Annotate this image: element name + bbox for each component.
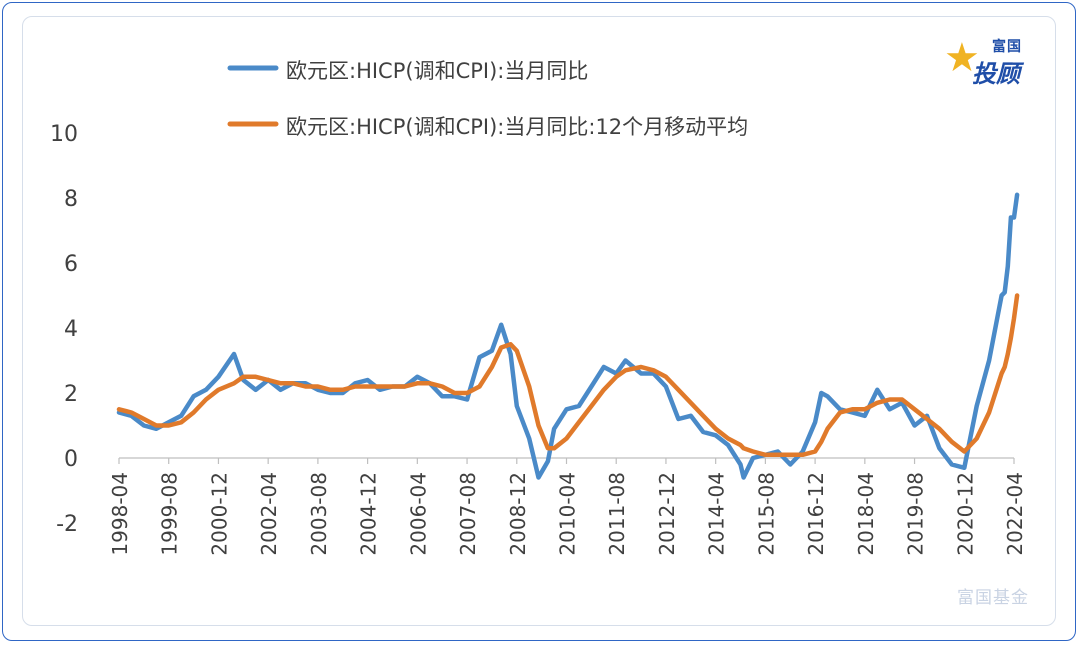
watermark-text: 富国基金 <box>957 588 1029 608</box>
x-tick-label: 2011-08 <box>605 472 629 556</box>
series-line-hicp-12m-avg <box>116 293 1020 458</box>
x-tick-label: 2003-08 <box>307 472 331 556</box>
legend: 欧元区:HICP(调和CPI):当月同比 欧元区:HICP(调和CPI):当月同… <box>227 59 748 139</box>
y-axis-ticks: -2 0 2 4 6 8 10 <box>50 122 78 537</box>
x-tick-label: 2012-12 <box>655 472 679 556</box>
x-tick-label: 2022-04 <box>1003 472 1027 556</box>
legend-label-series1: 欧元区:HICP(调和CPI):当月同比 <box>286 59 588 83</box>
x-tick-label: 2018-04 <box>854 472 878 556</box>
chart-panel <box>22 16 1056 626</box>
x-tick-label: 2004-12 <box>357 472 381 556</box>
x-tick-label: 2002-04 <box>257 472 281 556</box>
series-lines <box>116 192 1020 480</box>
star-icon: ★ <box>944 35 980 81</box>
x-tick-label: 2000-12 <box>207 472 231 556</box>
x-tick-label: 2006-04 <box>406 472 430 556</box>
series-line-hicp-yoy <box>116 192 1020 480</box>
x-tick-label: 2020-12 <box>953 472 977 556</box>
x-tick-label: 2019-08 <box>904 472 928 556</box>
x-tick-label: 1998-04 <box>108 472 132 556</box>
y-tick-label: 8 <box>64 187 78 212</box>
x-tick-label: 2007-08 <box>456 472 480 556</box>
brand-logo-top: 富国 <box>992 39 1022 55</box>
x-tick-label: 1999-08 <box>158 472 182 556</box>
y-tick-label: 10 <box>50 122 78 147</box>
brand-logo-main: 投顾 <box>972 60 1020 88</box>
y-tick-label: 0 <box>64 447 78 472</box>
x-tick-label: 2008-12 <box>506 472 530 556</box>
y-tick-label: 4 <box>64 317 78 342</box>
x-tick-label: 2016-12 <box>804 472 828 556</box>
legend-label-series2: 欧元区:HICP(调和CPI):当月同比:12个月移动平均 <box>286 115 748 139</box>
y-tick-label: 6 <box>64 252 78 277</box>
x-tick-label: 2015-08 <box>754 472 778 556</box>
x-axis: 1998-04 1999-08 2000-12 2002-04 2003-08 2004-… <box>108 457 1027 556</box>
y-tick-label: 2 <box>64 382 78 407</box>
x-tick-label: 2014-04 <box>705 472 729 556</box>
brand-logo: ★ 富国 投顾 <box>944 34 1054 88</box>
x-tick-label: 2010-04 <box>556 472 580 556</box>
y-tick-label: -2 <box>56 512 78 537</box>
